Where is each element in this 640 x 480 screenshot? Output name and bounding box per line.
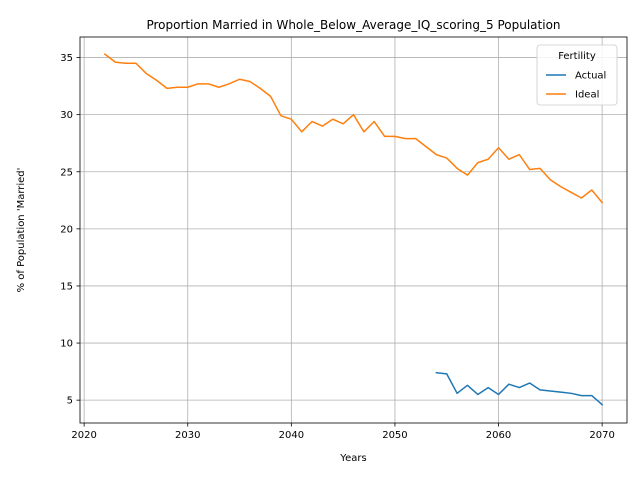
series-line-ideal [103,53,604,204]
y-axis-label: % of Population 'Married' [16,168,27,293]
y-tick-label: 5 [67,396,73,407]
x-tick-label: 2060 [486,430,511,441]
legend-items: Actual Ideal [546,71,606,101]
x-tick-label: 2030 [175,430,200,441]
y-tick-label: 15 [60,281,73,292]
x-tick-label: 2020 [71,430,96,441]
series-lines [103,53,604,406]
y-tick-label: 35 [60,53,73,64]
legend-label-ideal: Ideal [575,90,599,101]
x-tick-label: 2040 [279,430,304,441]
legend-box [536,44,618,106]
plot-area-frame [79,36,628,424]
grid [80,37,627,423]
legend-title: Fertility [558,51,596,62]
series-line-actual [435,371,604,406]
y-tick-label: 20 [60,224,73,235]
axis-ticks: 2020 2030 2040 2050 2060 2070 5 10 15 20 25 30 35 [60,53,615,441]
legend-label-actual: Actual [575,71,606,82]
x-tick-label: 2070 [589,430,614,441]
y-tick-label: 10 [60,339,73,350]
y-tick-label: 30 [60,110,73,121]
y-tick-label: 25 [60,167,73,178]
x-axis-label: Years [339,453,366,464]
x-tick-label: 2050 [382,430,407,441]
legend: Fertility Actual Ideal [536,44,618,106]
chart-title: Proportion Married in Whole_Below_Averag… [146,18,560,32]
